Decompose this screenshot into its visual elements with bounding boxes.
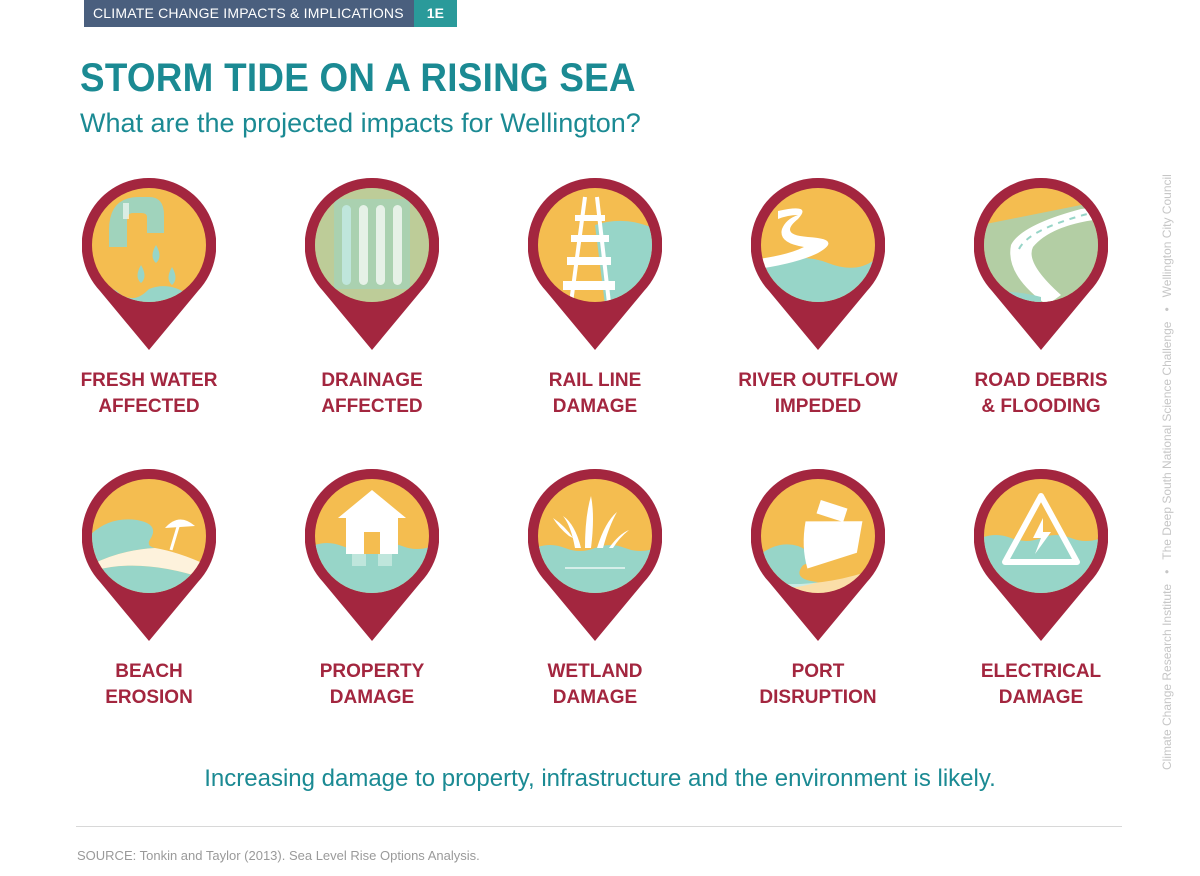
impact-label: RAIL LINE DAMAGE — [495, 368, 695, 420]
river-icon — [751, 178, 885, 350]
impact-label-line2: EROSION — [105, 687, 193, 708]
divider — [76, 826, 1122, 827]
impact-label-line1: RIVER OUTFLOW — [738, 370, 898, 391]
page-title: STORM TIDE ON A RISING SEA — [80, 56, 636, 100]
source-note: SOURCE: Tonkin and Taylor (2013). Sea Le… — [77, 848, 480, 863]
impact-label: FRESH WATER AFFECTED — [49, 368, 249, 420]
drain-grate-icon — [305, 178, 439, 350]
impact-label-line2: IMPEDED — [774, 396, 862, 417]
house-icon — [305, 469, 439, 641]
impact-label-line2: DAMAGE — [329, 687, 415, 708]
impact-label: PROPERTY DAMAGE — [272, 659, 472, 711]
impact-label-line1: FRESH WATER — [80, 370, 218, 391]
impact-label: WETLAND DAMAGE — [495, 659, 695, 711]
section-label: CLIMATE CHANGE IMPACTS & IMPLICATIONS — [84, 0, 414, 27]
impact-label-line2: AFFECTED — [98, 396, 200, 417]
impact-label-line2: & FLOODING — [981, 396, 1101, 417]
impact-label: PORT DISRUPTION — [718, 659, 918, 711]
summary-statement: Increasing damage to property, infrastru… — [204, 765, 996, 792]
impact-label-line1: PROPERTY — [319, 661, 425, 682]
impact-label-line1: ELECTRICAL — [980, 661, 1102, 682]
road-icon — [974, 178, 1108, 350]
impact-label-line1: WETLAND — [547, 661, 643, 682]
section-code: 1E — [413, 0, 457, 27]
impact-label-line2: DAMAGE — [552, 687, 638, 708]
impact-label-line2: AFFECTED — [321, 396, 423, 417]
page-subtitle: What are the projected impacts for Welli… — [80, 108, 641, 138]
impact-label-line1: PORT — [791, 661, 845, 682]
impact-label-line1: RAIL LINE — [548, 370, 642, 391]
impact-label-line2: DAMAGE — [552, 396, 638, 417]
ship-icon — [751, 469, 885, 641]
impact-label-line1: BEACH — [115, 661, 183, 682]
impact-label: BEACH EROSION — [49, 659, 249, 711]
impact-label-line1: DRAINAGE — [321, 370, 423, 391]
impact-label-line2: DAMAGE — [998, 687, 1084, 708]
reeds-icon — [528, 469, 662, 641]
impact-label: DRAINAGE AFFECTED — [272, 368, 472, 420]
impact-label-line2: DISRUPTION — [759, 687, 877, 708]
electrical-hazard-icon — [974, 469, 1108, 641]
rail-track-icon — [528, 178, 662, 350]
impact-label-line1: ROAD DEBRIS — [974, 370, 1108, 391]
impact-label: ELECTRICAL DAMAGE — [941, 659, 1141, 711]
impact-label: RIVER OUTFLOW IMPEDED — [718, 368, 918, 420]
section-header-tag: CLIMATE CHANGE IMPACTS & IMPLICATIONS 1E — [84, 0, 457, 27]
water-tap-icon — [82, 178, 216, 350]
beach-wave-icon — [82, 469, 216, 641]
impact-label: ROAD DEBRIS & FLOODING — [941, 368, 1141, 420]
